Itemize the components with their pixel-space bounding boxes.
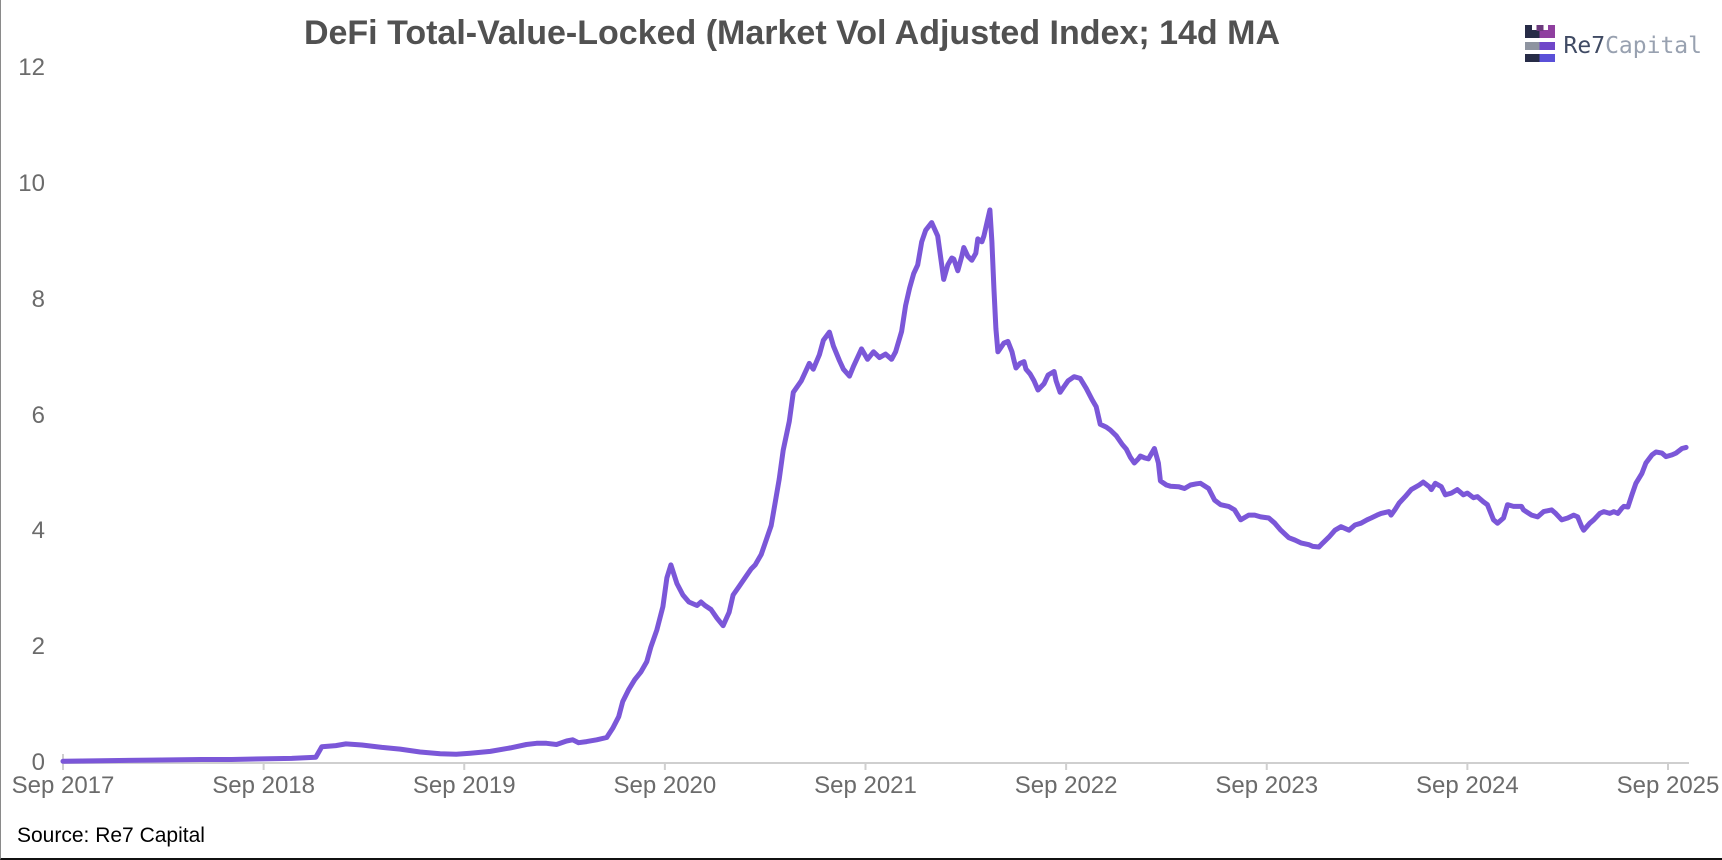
x-axis-label: Sep 2017 (11, 772, 115, 799)
x-axis-label: Sep 2024 (1415, 772, 1519, 799)
x-axis-label: Sep 2021 (814, 772, 917, 799)
y-axis-label: 0 (31, 749, 45, 776)
x-axis-label: Sep 2025 (1616, 772, 1720, 799)
y-axis-label: 2 (31, 633, 45, 661)
chart-title: DeFi Total-Value-Locked (Market Vol Adju… (303, 14, 1281, 52)
y-axis-label: 10 (18, 169, 45, 197)
tvl-series-line (60, 207, 1689, 764)
logo-text-re7: Re7 (1563, 33, 1606, 59)
x-axis-label: Sep 2022 (1014, 772, 1118, 799)
x-axis-label: Sep 2018 (212, 772, 316, 799)
y-axis-label: 6 (31, 401, 45, 429)
logo-wordmark: Re7Capital (1564, 33, 1702, 59)
source-note: Source: Re7 Capital (17, 824, 205, 847)
x-axis-label: Sep 2023 (1215, 772, 1319, 799)
y-axis-label: 4 (31, 517, 45, 545)
x-axis-label: Sep 2019 (412, 772, 516, 799)
re7-capital-logo: Re7Capital (1524, 24, 1702, 68)
y-axis-label: 8 (31, 285, 45, 313)
logo-text-capital: Capital (1605, 33, 1702, 59)
re7-capital-castle-bars-icon (1524, 25, 1555, 62)
x-axis-label: Sep 2020 (613, 772, 717, 799)
y-axis-label: 12 (18, 54, 45, 81)
